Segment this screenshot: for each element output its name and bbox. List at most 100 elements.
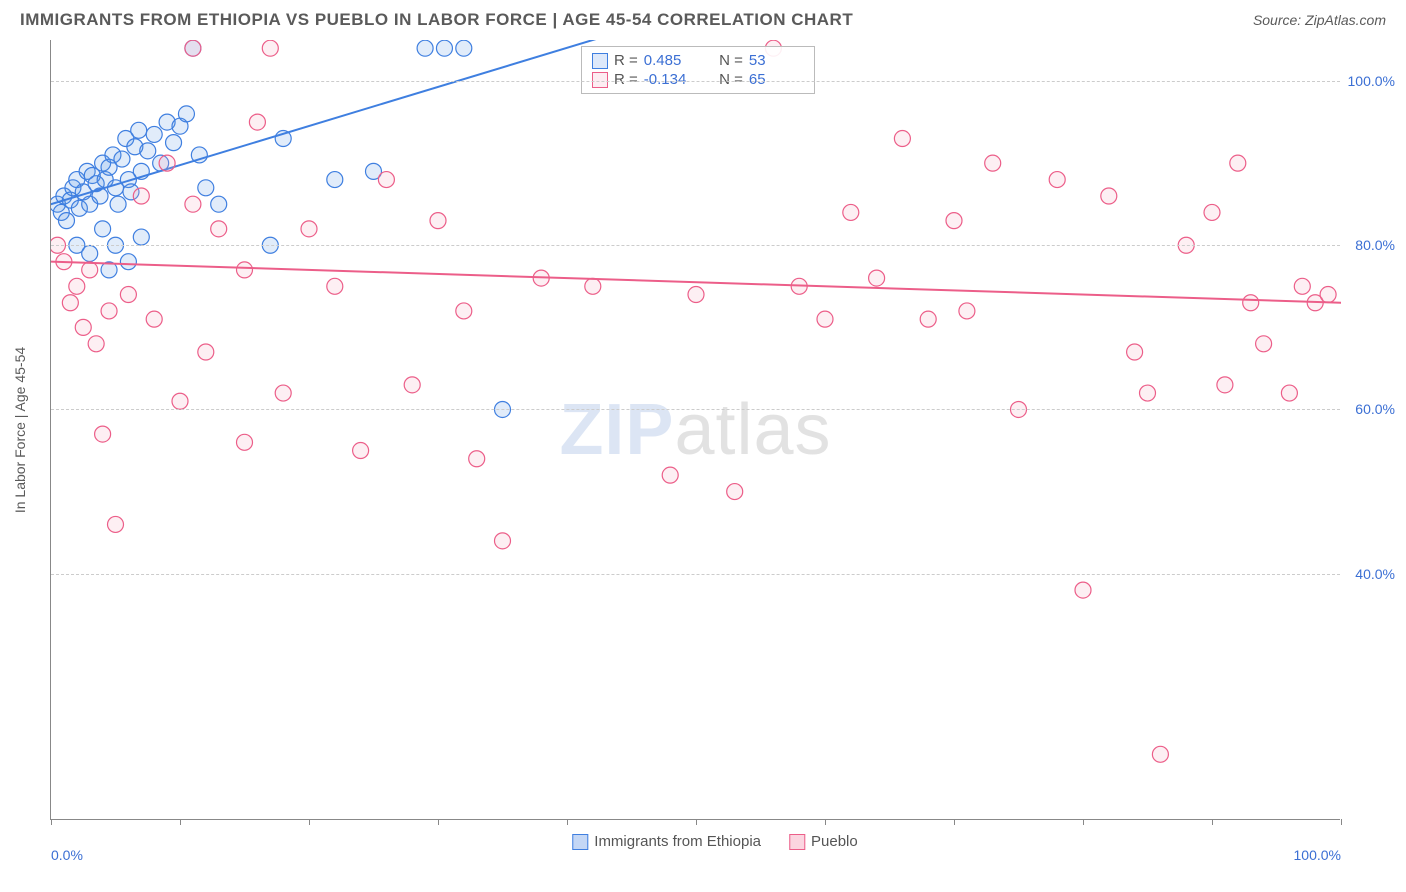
x-tick [51, 819, 52, 825]
trend-line [51, 180, 1341, 385]
scatter-point [353, 443, 369, 459]
x-tick [180, 819, 181, 825]
r-label: R = [614, 52, 638, 69]
x-tick [567, 819, 568, 825]
scatter-point [166, 135, 182, 151]
scatter-point [817, 311, 833, 327]
scatter-point [110, 196, 126, 212]
y-tick-label: 40.0% [1355, 566, 1395, 582]
scatter-point [62, 295, 78, 311]
scatter-point [146, 311, 162, 327]
scatter-point [185, 196, 201, 212]
x-tick-label: 0.0% [51, 847, 83, 863]
scatter-point [69, 278, 85, 294]
x-tick [438, 819, 439, 825]
scatter-point [662, 467, 678, 483]
scatter-point [88, 336, 104, 352]
scatter-point [114, 151, 130, 167]
scatter-point [237, 262, 253, 278]
scatter-point [430, 213, 446, 229]
legend-label: Pueblo [811, 833, 858, 850]
scatter-point [120, 287, 136, 303]
r-value: -0.134 [644, 71, 699, 88]
scatter-point [1140, 385, 1156, 401]
correlation-legend-row: R = -0.134 N = 65 [592, 70, 804, 89]
legend-swatch [789, 834, 805, 850]
y-tick-label: 100.0% [1348, 73, 1395, 89]
scatter-point [985, 155, 1001, 171]
scatter-point [327, 172, 343, 188]
scatter-point [327, 278, 343, 294]
scatter-point [869, 270, 885, 286]
scatter-point [211, 221, 227, 237]
legend-swatch [592, 72, 608, 88]
scatter-point [131, 122, 147, 138]
scatter-point [140, 143, 156, 159]
r-value: 0.485 [644, 52, 699, 69]
scatter-point [211, 196, 227, 212]
x-tick [954, 819, 955, 825]
scatter-point [159, 155, 175, 171]
scatter-point [58, 213, 74, 229]
scatter-point [1281, 385, 1297, 401]
scatter-point [585, 278, 601, 294]
gridline [51, 409, 1340, 410]
series-legend: Immigrants from Ethiopia Pueblo [572, 833, 857, 850]
series-legend-item: Pueblo [789, 833, 858, 850]
scatter-point [378, 172, 394, 188]
source-label: Source: [1253, 12, 1301, 28]
x-tick-label: 100.0% [1294, 847, 1341, 863]
y-axis-title: In Labor Force | Age 45-54 [12, 347, 28, 513]
scatter-point [404, 377, 420, 393]
scatter-point [95, 221, 111, 237]
y-tick-label: 80.0% [1355, 237, 1395, 253]
scatter-point [82, 245, 98, 261]
source-value: ZipAtlas.com [1305, 12, 1386, 28]
scatter-point [198, 180, 214, 196]
scatter-point [456, 40, 472, 56]
scatter-point [262, 40, 278, 56]
x-tick [309, 819, 310, 825]
scatter-point [959, 303, 975, 319]
x-tick [1341, 819, 1342, 825]
series-legend-item: Immigrants from Ethiopia [572, 833, 761, 850]
scatter-point [133, 229, 149, 245]
scatter-point [1294, 278, 1310, 294]
scatter-point [95, 426, 111, 442]
scatter-point [1204, 204, 1220, 220]
scatter-point [198, 344, 214, 360]
correlation-legend: R = 0.485 N = 53R = -0.134 N = 65 [581, 46, 815, 94]
scatter-point [120, 254, 136, 270]
scatter-point [843, 204, 859, 220]
scatter-point [469, 451, 485, 467]
scatter-point [1127, 344, 1143, 360]
r-label: R = [614, 71, 638, 88]
x-tick [696, 819, 697, 825]
n-value: 65 [749, 71, 804, 88]
scatter-point [101, 303, 117, 319]
chart-container: In Labor Force | Age 45-54 ZIPatlas R = … [50, 40, 1380, 820]
scatter-point [172, 393, 188, 409]
legend-swatch [572, 834, 588, 850]
scatter-point [1217, 377, 1233, 393]
x-tick [825, 819, 826, 825]
scatter-plot-svg [51, 40, 1341, 820]
scatter-point [133, 188, 149, 204]
gridline [51, 574, 1340, 575]
scatter-point [1049, 172, 1065, 188]
n-label: N = [719, 71, 743, 88]
source-attribution: Source: ZipAtlas.com [1253, 12, 1386, 28]
n-value: 53 [749, 52, 804, 69]
scatter-point [1243, 295, 1259, 311]
scatter-point [1075, 582, 1091, 598]
legend-swatch [592, 53, 608, 69]
scatter-point [1230, 155, 1246, 171]
scatter-point [82, 262, 98, 278]
y-tick-label: 60.0% [1355, 401, 1395, 417]
gridline [51, 81, 1340, 82]
legend-label: Immigrants from Ethiopia [594, 833, 761, 850]
correlation-legend-row: R = 0.485 N = 53 [592, 51, 804, 70]
scatter-point [417, 40, 433, 56]
scatter-point [1152, 746, 1168, 762]
scatter-point [108, 516, 124, 532]
